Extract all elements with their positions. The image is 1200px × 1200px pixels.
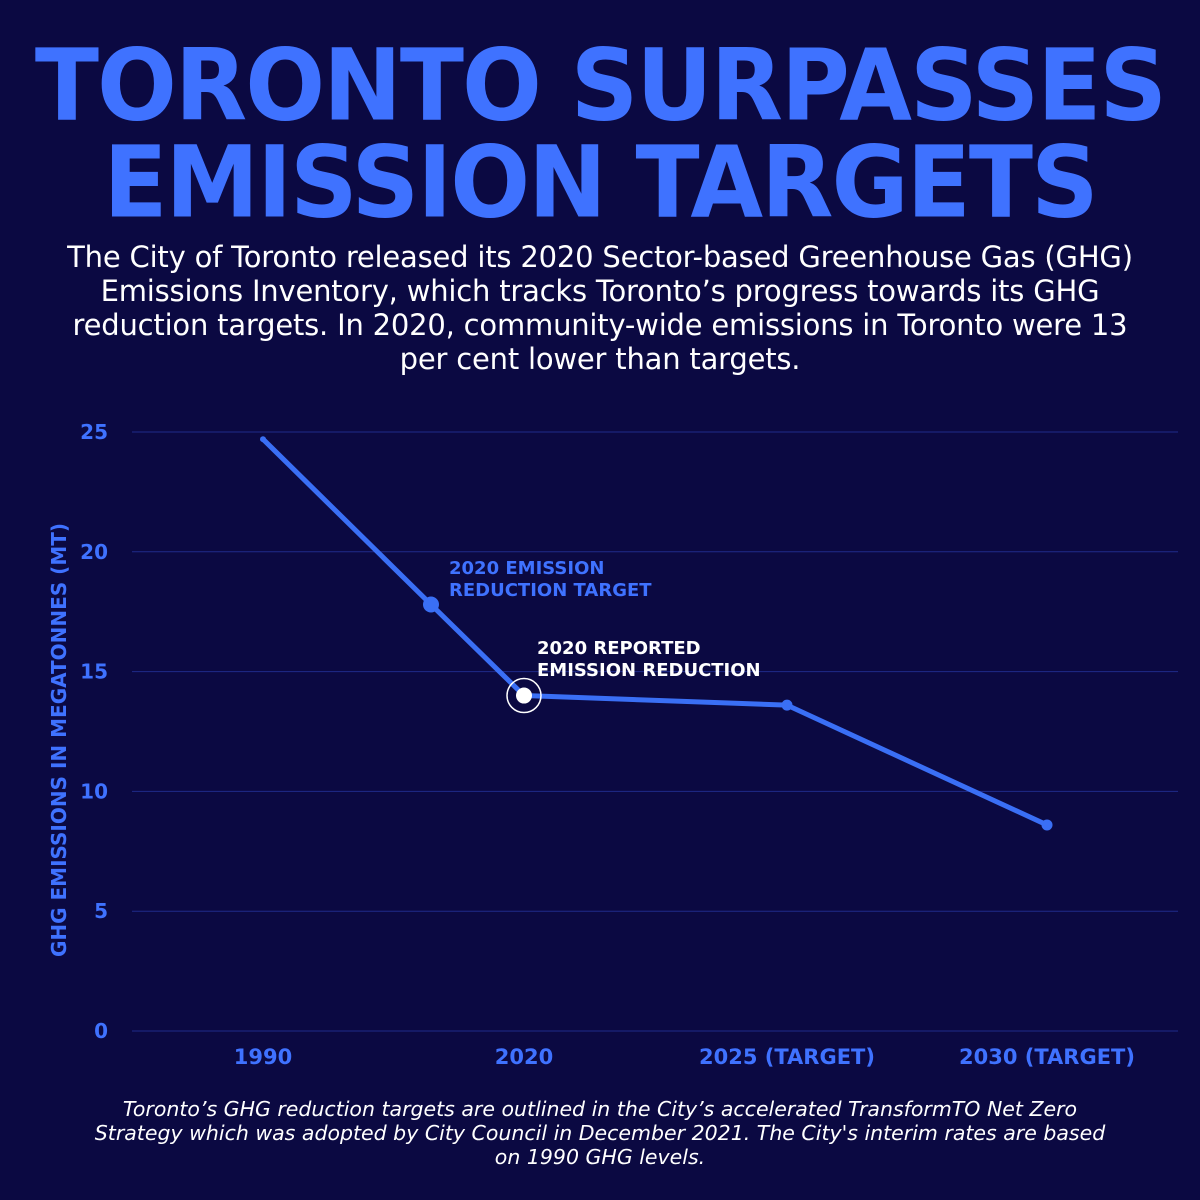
page-title-line-2: EMISSION TARGETS (103, 126, 1098, 241)
page-title-line-1: TORONTO SURPASSES (34, 29, 1167, 144)
x-tick-label: 2025 (TARGET) (699, 1045, 875, 1069)
data-point (1041, 819, 1053, 831)
y-axis-ticks: 0 5 10 15 20 25 (80, 420, 108, 1043)
emissions-line-chart: 0 5 10 15 20 25 1990 2020 2025 (TARGET) 2030 (TA… (47, 420, 1178, 1069)
y-tick-label: 10 (80, 779, 108, 803)
x-tick-label: 2020 (495, 1045, 553, 1069)
annotation-label: 2020 REPORTED EMISSION REDUCTION (537, 638, 761, 681)
footnote: Toronto’s GHG reduction targets are outl… (94, 1097, 1106, 1169)
x-tick-label: 1990 (234, 1045, 292, 1069)
y-axis-label: GHG EMISSIONS IN MEGATONNES (MT) (47, 523, 71, 957)
data-point (516, 687, 532, 704)
annotation-label: 2020 EMISSION REDUCTION TARGET (449, 558, 652, 601)
series-line (260, 436, 1050, 828)
data-point (423, 596, 439, 613)
annotations: 2020 EMISSION REDUCTION TARGET 2020 REPORT… (449, 558, 761, 681)
y-tick-label: 25 (80, 420, 108, 444)
y-tick-label: 15 (80, 660, 108, 684)
y-tick-label: 0 (94, 1019, 108, 1043)
series-line-path (260, 436, 1050, 828)
page-subtitle: The City of Toronto released its 2020 Se… (67, 240, 1133, 376)
data-point-ring (506, 677, 542, 714)
series-points (260, 436, 1053, 831)
y-tick-label: 20 (80, 540, 108, 564)
x-tick-label: 2030 (TARGET) (959, 1045, 1135, 1069)
data-point (781, 699, 793, 711)
x-axis-ticks: 1990 2020 2025 (TARGET) 2030 (TARGET) (234, 1045, 1135, 1069)
grid-lines (132, 431, 1178, 1032)
data-point (260, 436, 266, 443)
y-tick-label: 5 (94, 899, 108, 923)
